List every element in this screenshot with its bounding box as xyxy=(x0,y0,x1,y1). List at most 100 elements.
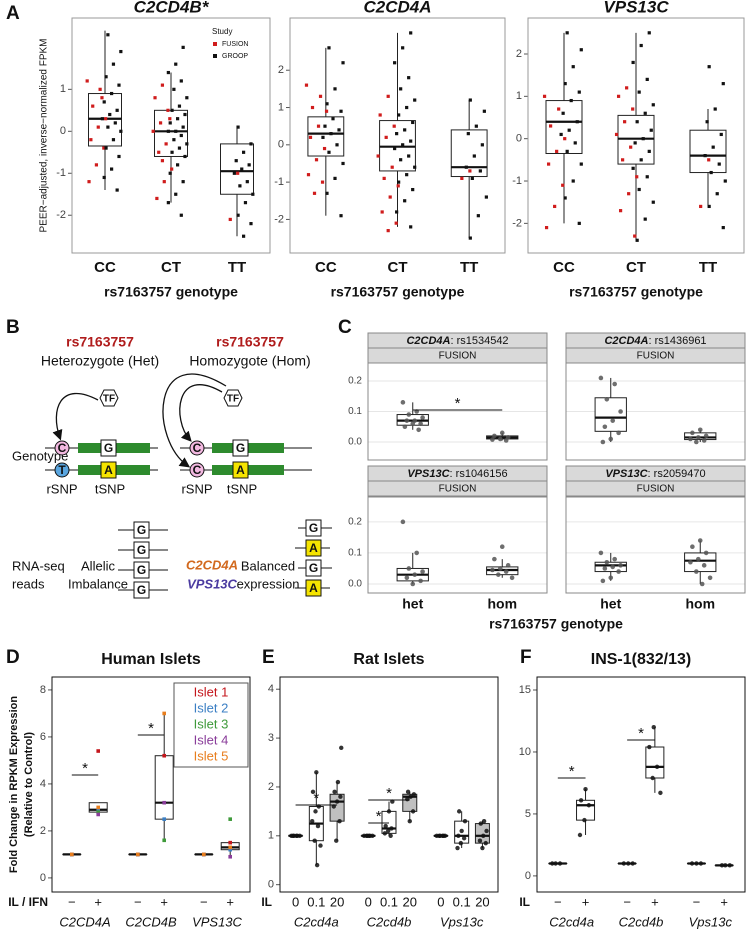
data-point xyxy=(703,154,707,158)
data-point xyxy=(639,158,643,162)
data-point xyxy=(185,96,189,100)
data-point xyxy=(496,572,501,577)
data-point xyxy=(480,845,485,851)
data-point xyxy=(312,838,317,843)
y-tick-label: 2 xyxy=(268,781,274,793)
box xyxy=(545,100,583,154)
data-point xyxy=(162,800,166,805)
data-point xyxy=(100,96,104,100)
strip-study: FUSION xyxy=(439,351,477,362)
data-point xyxy=(505,563,511,568)
box xyxy=(220,143,254,195)
box xyxy=(645,746,665,779)
data-point xyxy=(335,779,341,785)
data-point xyxy=(382,831,388,836)
data-point xyxy=(115,108,119,112)
x-tick-label: 0.1 xyxy=(380,894,398,909)
data-point xyxy=(70,852,74,857)
data-point xyxy=(183,112,187,117)
allele: C xyxy=(58,441,67,455)
data-point xyxy=(409,139,413,143)
data-point xyxy=(639,43,643,48)
tf-label: TF xyxy=(227,394,239,405)
data-point xyxy=(325,191,329,195)
data-point xyxy=(174,62,178,66)
allele: A xyxy=(236,463,245,477)
data-point xyxy=(249,222,253,226)
data-point xyxy=(647,31,651,35)
x-tick-label: − xyxy=(554,894,562,909)
data-point xyxy=(100,117,104,121)
data-point xyxy=(341,161,345,166)
chart-title: C2CD4A xyxy=(363,0,431,16)
tf-hexagon xyxy=(223,389,243,407)
data-point xyxy=(442,833,448,839)
panel-label: F xyxy=(520,647,532,668)
data-point xyxy=(380,210,384,214)
data-point xyxy=(410,581,416,587)
data-point xyxy=(98,87,102,91)
reads-label: Balanced xyxy=(241,558,295,573)
data-point xyxy=(181,180,185,184)
allele: G xyxy=(309,561,318,575)
data-point xyxy=(565,31,569,35)
data-point xyxy=(647,149,651,153)
data-point xyxy=(559,132,563,137)
data-point xyxy=(689,861,695,866)
data-point xyxy=(563,137,567,141)
x-tick-label: + xyxy=(720,894,728,909)
data-point xyxy=(503,569,509,574)
data-point xyxy=(331,117,335,121)
data-point xyxy=(309,818,315,824)
data-point xyxy=(111,138,116,142)
data-point xyxy=(618,209,623,213)
y-tick-label: 0.1 xyxy=(348,406,362,417)
data-point xyxy=(96,812,100,817)
data-point xyxy=(602,424,608,430)
data-point xyxy=(694,861,699,866)
data-point xyxy=(629,145,633,149)
significance-star: * xyxy=(638,725,644,742)
data-point xyxy=(166,70,170,75)
data-point xyxy=(202,852,206,857)
data-point xyxy=(155,196,159,201)
y-tick-label: 0.0 xyxy=(348,579,362,590)
data-point xyxy=(370,833,375,839)
data-point xyxy=(557,107,561,111)
snp-id: rs7163757 xyxy=(216,334,284,350)
significance-star: * xyxy=(455,395,461,412)
x-tick-label: + xyxy=(582,894,590,909)
y-tick-label: 2 xyxy=(278,64,284,76)
data-point xyxy=(176,163,180,167)
plot-frame xyxy=(367,496,548,594)
plot-area xyxy=(566,497,745,593)
snp-label: rSNP xyxy=(181,481,212,496)
data-point xyxy=(405,796,410,802)
data-point xyxy=(600,439,606,445)
group-label: VPS13C xyxy=(192,914,242,929)
x-tick-label: TT xyxy=(699,259,717,276)
data-point xyxy=(727,863,732,868)
x-tick-label: CT xyxy=(626,259,646,276)
data-point xyxy=(492,556,497,562)
strip xyxy=(367,480,548,497)
data-point xyxy=(690,544,695,550)
data-point xyxy=(481,833,486,839)
x-tick-label: CT xyxy=(388,259,408,276)
data-point xyxy=(322,146,327,151)
x-tick-label: het xyxy=(402,596,423,612)
data-point xyxy=(583,786,588,792)
x-axis-label: IL xyxy=(261,895,272,909)
data-point xyxy=(162,180,166,184)
data-point xyxy=(600,578,606,584)
data-point xyxy=(151,129,155,133)
x-tick-label: CC xyxy=(315,259,337,276)
data-point xyxy=(616,430,621,436)
y-tick-label: 0.2 xyxy=(348,376,362,387)
data-point xyxy=(117,83,121,87)
allele: G xyxy=(309,521,318,535)
y-tick-label: 1 xyxy=(278,101,284,113)
data-point xyxy=(711,145,715,149)
y-tick-label: 0 xyxy=(525,870,531,882)
data-point xyxy=(637,187,641,192)
